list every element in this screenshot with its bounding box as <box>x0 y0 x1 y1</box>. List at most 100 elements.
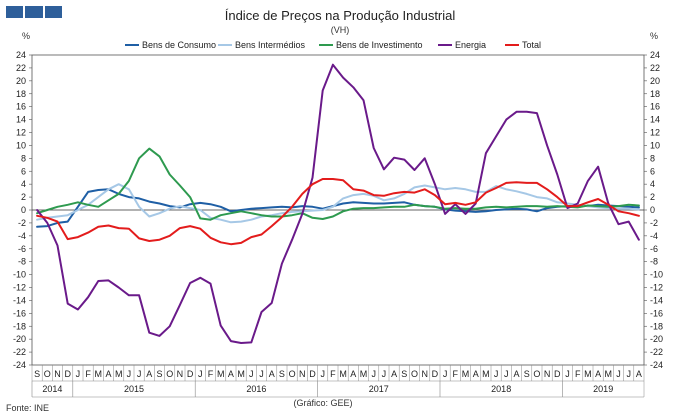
y-tick-label-left: 8 <box>21 153 26 163</box>
y-axis-right-unit: % <box>650 31 658 41</box>
month-tick-label: J <box>382 369 387 379</box>
source-note: Fonte: INE <box>6 403 49 413</box>
month-tick-label: J <box>249 369 254 379</box>
chart-frame <box>31 54 645 366</box>
month-tick-label: A <box>146 369 152 379</box>
series-line-energia <box>36 63 640 344</box>
month-tick-label: A <box>636 369 642 379</box>
month-tick-label: O <box>289 369 296 379</box>
month-tick-label: O <box>44 369 51 379</box>
month-tick-label: A <box>391 369 397 379</box>
month-tick-label: A <box>595 369 601 379</box>
month-tick-label: S <box>524 369 530 379</box>
brand-logo <box>6 6 62 18</box>
month-tick-label: M <box>237 369 245 379</box>
y-tick-label-left: 18 <box>16 89 26 99</box>
month-tick-label: J <box>320 369 325 379</box>
y-tick-label-left: 6 <box>21 166 26 176</box>
month-tick-label: M <box>462 369 470 379</box>
year-label: 2015 <box>124 384 144 394</box>
y-tick-label-left: 2 <box>21 192 26 202</box>
month-tick-label: J <box>616 369 621 379</box>
month-tick-label: D <box>309 369 316 379</box>
month-tick-label: M <box>217 369 225 379</box>
y-tick-label-right: -4 <box>650 231 658 241</box>
year-label: 2017 <box>369 384 389 394</box>
month-tick-label: M <box>339 369 347 379</box>
y-tick-label-right: 8 <box>650 153 655 163</box>
chart-title: Índice de Preços na Produção Industrial <box>225 8 456 23</box>
month-tick-label: F <box>575 369 581 379</box>
month-tick-label: J <box>137 369 142 379</box>
y-tick-label-left: 0 <box>21 205 26 215</box>
month-tick-label: J <box>259 369 264 379</box>
y-tick-label-right: -14 <box>650 295 663 305</box>
y-tick-label-right: -12 <box>650 283 663 293</box>
month-tick-label: J <box>494 369 499 379</box>
month-tick-label: J <box>504 369 509 379</box>
month-tick-label: S <box>156 369 162 379</box>
y-tick-label-left: 4 <box>21 179 26 189</box>
y-tick-label-right: -16 <box>650 308 663 318</box>
y-tick-label-left: -2 <box>18 218 26 228</box>
month-tick-label: D <box>187 369 194 379</box>
y-tick-label-left: 16 <box>16 102 26 112</box>
y-tick-label-left: -12 <box>13 283 26 293</box>
chart-credit: (Gráfico: GEE) <box>293 398 352 408</box>
chart-subtitle: (VH) <box>331 25 350 35</box>
series-line-bens-intermedios <box>36 183 640 224</box>
month-tick-label: N <box>54 369 61 379</box>
series-line-bens-de-investimento <box>36 147 640 221</box>
y-tick-label-left: -22 <box>13 347 26 357</box>
month-tick-label: F <box>453 369 459 379</box>
y-tick-label-left: -20 <box>13 334 26 344</box>
month-tick-label: D <box>554 369 561 379</box>
y-tick-label-left: -16 <box>13 308 26 318</box>
y-tick-label-left: -24 <box>13 360 26 370</box>
y-tick-label-right: -8 <box>650 257 658 267</box>
y-tick-label-left: -6 <box>18 244 26 254</box>
y-tick-label-left: 12 <box>16 128 26 138</box>
month-tick-label: D <box>432 369 439 379</box>
month-tick-label: J <box>443 369 448 379</box>
legend-label-bens-de-investimento: Bens de Investimento <box>336 40 423 50</box>
y-tick-label-right: -22 <box>650 347 663 357</box>
month-tick-label: O <box>411 369 418 379</box>
month-tick-label: A <box>269 369 275 379</box>
series-line-total <box>36 178 640 246</box>
y-tick-label-right: -6 <box>650 244 658 254</box>
y-tick-label-right: 2 <box>650 192 655 202</box>
month-tick-label: F <box>208 369 214 379</box>
month-tick-label: N <box>421 369 428 379</box>
month-tick-label: J <box>371 369 376 379</box>
legend-label-bens-intermedios: Bens Intermédios <box>235 40 306 50</box>
y-tick-label-left: 22 <box>16 63 26 73</box>
y-axis-left-unit: % <box>22 31 30 41</box>
year-label: 2018 <box>491 384 511 394</box>
month-tick-label: A <box>105 369 111 379</box>
y-tick-label-right: 6 <box>650 166 655 176</box>
month-tick-label: N <box>299 369 306 379</box>
y-tick-label-left: 10 <box>16 140 26 150</box>
month-tick-label: J <box>76 369 81 379</box>
month-tick-label: F <box>85 369 91 379</box>
y-tick-label-right: 0 <box>650 205 655 215</box>
month-tick-label: S <box>401 369 407 379</box>
year-label: 2016 <box>246 384 266 394</box>
month-tick-label: D <box>64 369 71 379</box>
month-tick-label: J <box>198 369 203 379</box>
month-tick-label: N <box>177 369 184 379</box>
month-tick-label: J <box>626 369 631 379</box>
y-tick-label-right: 18 <box>650 89 660 99</box>
y-tick-label-left: 24 <box>16 50 26 60</box>
month-tick-label: A <box>228 369 234 379</box>
y-tick-label-right: -20 <box>650 334 663 344</box>
month-tick-label: M <box>360 369 368 379</box>
y-tick-label-left: 20 <box>16 76 26 86</box>
y-tick-label-right: -18 <box>650 321 663 331</box>
month-tick-label: J <box>127 369 132 379</box>
series-line-bens-de-consumo <box>36 188 640 228</box>
month-tick-label: A <box>473 369 479 379</box>
